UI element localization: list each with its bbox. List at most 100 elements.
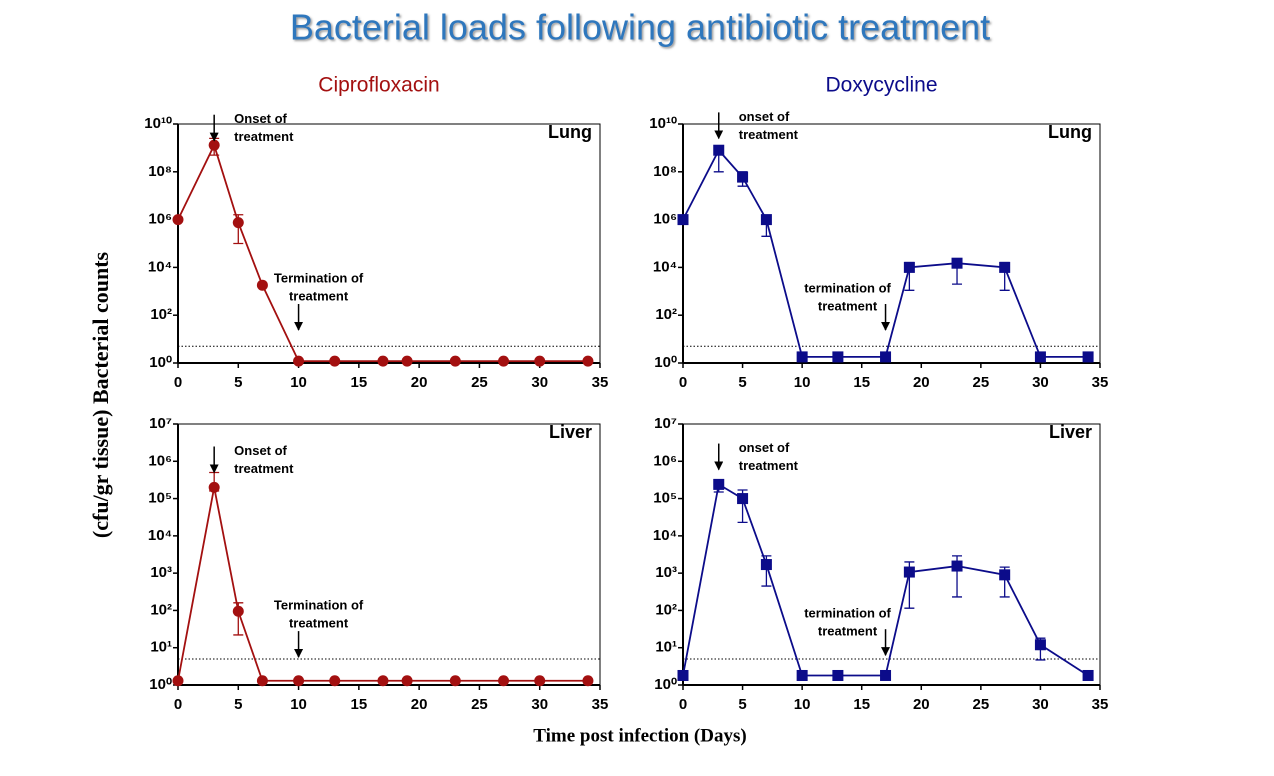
- y-tick-label: 10⁰: [654, 354, 677, 371]
- y-tick-label: 10⁶: [148, 211, 172, 228]
- y-tick-label: 10⁴: [148, 527, 172, 544]
- x-tick-label: 20: [913, 374, 930, 391]
- x-tick-label: 0: [174, 374, 182, 391]
- x-tick-label: 0: [679, 374, 687, 391]
- x-tick-label: 30: [531, 696, 548, 713]
- data-point: [737, 493, 749, 505]
- x-tick-label: 0: [174, 696, 182, 713]
- x-tick-label: 15: [853, 696, 870, 713]
- y-tick-label: 10³: [655, 564, 677, 581]
- panel-label: Lung: [1048, 122, 1092, 142]
- data-point: [737, 171, 749, 183]
- annotation-text: treatment: [234, 129, 294, 144]
- x-tick-label: 0: [679, 696, 687, 713]
- x-axis-label: Time post infection (Days): [533, 725, 746, 746]
- data-point: [401, 355, 413, 367]
- y-tick-label: 10⁶: [148, 452, 172, 469]
- annotation-text: termination of: [804, 280, 891, 295]
- x-tick-label: 20: [411, 696, 428, 713]
- panel-label: Liver: [549, 422, 592, 442]
- annotation-text: Onset of: [234, 443, 287, 458]
- data-line: [177, 487, 588, 682]
- data-point: [1034, 351, 1046, 363]
- x-tick-label: 5: [234, 374, 242, 391]
- data-point: [903, 566, 915, 578]
- data-point: [232, 605, 244, 617]
- x-tick-label: 25: [471, 696, 488, 713]
- data-point: [713, 478, 725, 490]
- data-point: [498, 675, 510, 687]
- x-tick-label: 20: [913, 696, 930, 713]
- data-point: [713, 144, 725, 156]
- data-point: [498, 355, 510, 367]
- data-point: [172, 675, 184, 687]
- panel-label: Lung: [548, 122, 592, 142]
- y-tick-label: 10¹⁰: [144, 115, 172, 132]
- data-point: [172, 214, 184, 226]
- data-point: [951, 560, 963, 572]
- x-tick-label: 5: [234, 696, 242, 713]
- x-tick-label: 35: [592, 696, 609, 713]
- data-point: [832, 351, 844, 363]
- data-point: [534, 355, 546, 367]
- data-point: [1082, 351, 1094, 363]
- data-point: [760, 559, 772, 571]
- x-tick-label: 35: [1092, 696, 1109, 713]
- y-tick-label: 10²: [150, 306, 172, 323]
- y-tick-label: 10⁴: [653, 258, 677, 275]
- y-tick-label: 10²: [655, 306, 677, 323]
- data-point: [796, 669, 808, 681]
- data-point: [449, 675, 461, 687]
- x-tick-label: 25: [973, 374, 990, 391]
- y-tick-label: 10⁵: [148, 490, 172, 507]
- data-point: [208, 481, 220, 493]
- y-tick-label: 10²: [655, 601, 677, 618]
- y-tick-label: 10²: [150, 601, 172, 618]
- annotation-text: treatment: [818, 298, 878, 313]
- x-tick-label: 10: [794, 696, 811, 713]
- column-title: Ciprofloxacin: [318, 74, 439, 97]
- data-point: [880, 669, 892, 681]
- y-tick-label: 10⁸: [148, 163, 172, 180]
- annotation-text: treatment: [234, 461, 294, 476]
- panel-label: Liver: [1049, 422, 1092, 442]
- y-tick-label: 10⁰: [149, 354, 172, 371]
- x-tick-label: 35: [1092, 374, 1109, 391]
- annotation-text: treatment: [739, 127, 799, 142]
- data-point: [329, 675, 341, 687]
- x-tick-label: 10: [290, 374, 307, 391]
- data-point: [903, 261, 915, 273]
- x-tick-label: 15: [351, 696, 368, 713]
- y-tick-label: 10¹: [655, 639, 677, 656]
- data-point: [1034, 639, 1046, 651]
- y-axis-label: (cfu/gr tissue) Bacterial counts: [88, 251, 113, 538]
- page-title: Bacterial loads following antibiotic tre…: [290, 7, 990, 48]
- data-point: [293, 675, 305, 687]
- y-tick-label: 10⁴: [653, 527, 677, 544]
- y-tick-label: 10⁷: [149, 415, 172, 432]
- annotation-text: Termination of: [274, 598, 364, 613]
- y-tick-label: 10¹⁰: [649, 115, 677, 132]
- data-point: [293, 355, 305, 367]
- annotation-text: termination of: [804, 606, 891, 621]
- data-point: [232, 217, 244, 229]
- x-tick-label: 25: [973, 696, 990, 713]
- data-point: [1082, 669, 1094, 681]
- y-tick-label: 10⁵: [653, 490, 677, 507]
- data-point: [999, 569, 1011, 581]
- y-tick-label: 10⁶: [653, 452, 677, 469]
- x-tick-label: 20: [411, 374, 428, 391]
- x-tick-label: 10: [794, 374, 811, 391]
- data-point: [582, 675, 594, 687]
- y-tick-label: 10⁶: [653, 211, 677, 228]
- data-line: [177, 142, 588, 363]
- x-tick-label: 15: [351, 374, 368, 391]
- annotation-text: onset of: [739, 440, 790, 455]
- annotation-text: treatment: [289, 616, 349, 631]
- column-title: Doxycycline: [825, 74, 937, 97]
- y-tick-label: 10⁰: [149, 676, 172, 693]
- y-tick-label: 10³: [150, 564, 172, 581]
- data-point: [256, 279, 268, 291]
